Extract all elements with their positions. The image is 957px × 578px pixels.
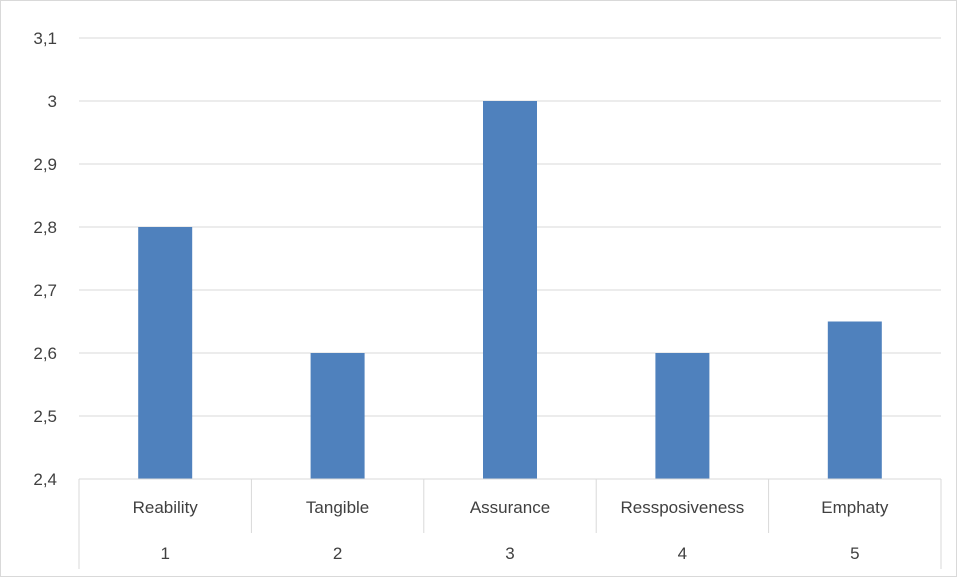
y-tick-label: 2,7 xyxy=(33,281,57,300)
x-tick-label: Tangible xyxy=(306,498,369,517)
x-tick-label: Reability xyxy=(133,498,199,517)
x-tick-label: Emphaty xyxy=(821,498,889,517)
x-axis: Reability 1 Tangible 2 Assurance 3 Ressposiven… xyxy=(78,478,942,569)
bar xyxy=(483,101,537,479)
x-tick-number: 4 xyxy=(678,544,687,563)
x-tick-number: 2 xyxy=(333,544,342,563)
x-tick-number: 3 xyxy=(505,544,514,563)
y-tick-label: 2,6 xyxy=(33,344,57,363)
bar xyxy=(655,353,710,479)
y-axis-ticks: 2,4 2,5 2,6 2,7 2,8 2,9 3 3,1 xyxy=(33,29,57,489)
y-tick-label: 2,9 xyxy=(33,155,57,174)
x-tick-number: 5 xyxy=(850,544,859,563)
bar xyxy=(138,227,193,479)
y-tick-label: 2,8 xyxy=(33,218,57,237)
bar xyxy=(827,321,882,479)
bars xyxy=(138,101,882,479)
bar xyxy=(310,353,365,479)
y-tick-label: 2,5 xyxy=(33,407,57,426)
y-tick-label: 3,1 xyxy=(33,29,57,48)
y-tick-label: 3 xyxy=(48,92,57,111)
x-tick-number: 1 xyxy=(160,544,169,563)
y-tick-label: 2,4 xyxy=(33,470,57,489)
x-tick-label: Ressposiveness xyxy=(621,498,745,517)
x-tick-label: Assurance xyxy=(470,498,550,517)
